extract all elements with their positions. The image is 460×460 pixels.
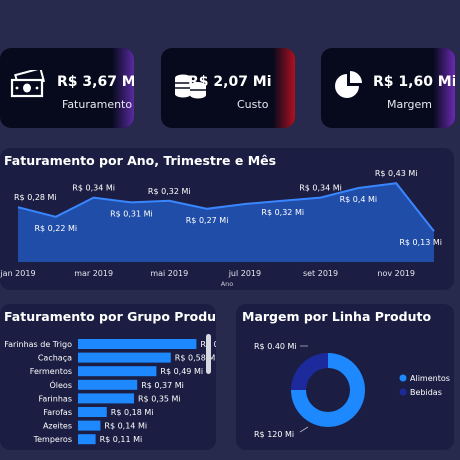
legend-marker bbox=[399, 374, 407, 382]
chart-title: Faturamento por Ano, Trimestre e Mês bbox=[4, 153, 277, 168]
data-label: R$ 0,14 Mi bbox=[104, 422, 147, 431]
bar[interactable] bbox=[78, 420, 101, 431]
category-label: Cachaça bbox=[38, 354, 72, 363]
data-label: R$ 0,43 Mi bbox=[375, 169, 418, 178]
card-accent bbox=[273, 48, 295, 128]
data-label: R$ 0,37 Mi bbox=[141, 381, 184, 390]
data-label: R$ 0,32 Mi bbox=[261, 208, 304, 217]
area-chart: R$ 0,28 Mi R$ 0,22 Mi R$ 0,34 Mi R$ 0,31 Mi… bbox=[0, 169, 442, 288]
data-label: R$ 0,4 Mi bbox=[340, 195, 378, 204]
legend-label: Alimentos bbox=[410, 374, 450, 383]
donut-chart: R$ 0.40 Mi R$ 120 Mi Alimentos Bebidas bbox=[254, 342, 450, 439]
kpi-value: R$ 1,60 Mi bbox=[373, 74, 455, 90]
bar[interactable] bbox=[78, 366, 157, 377]
data-label: R$ 0,58 Mi bbox=[175, 354, 216, 363]
bar[interactable] bbox=[78, 339, 197, 349]
kpi-card-custo: R$ 2,07 Mi Custo bbox=[161, 48, 295, 128]
kpi-label: Margem bbox=[387, 98, 433, 111]
x-tick-label: mar 2019 bbox=[74, 269, 113, 278]
card-accent bbox=[433, 48, 455, 128]
pie-chart-icon bbox=[332, 68, 366, 106]
data-label: R$ 0,28 Mi bbox=[14, 193, 57, 202]
legend-marker bbox=[399, 388, 407, 396]
data-label: R$ 0,49 Mi bbox=[160, 367, 203, 376]
data-label: R$ 0,11 Mi bbox=[100, 435, 143, 444]
legend-label: Bebidas bbox=[410, 388, 442, 397]
leader-line bbox=[299, 426, 309, 433]
data-label: R$ 0,31 Mi bbox=[110, 209, 153, 218]
category-label: Farofas bbox=[43, 408, 72, 417]
pie-slice[interactable] bbox=[291, 353, 328, 390]
data-label: R$ 0,13 Mi bbox=[399, 238, 442, 247]
kpi-card-faturamento: R$ 3,67 Mi Faturamento bbox=[0, 48, 134, 128]
data-label: R$ 0,18 Mi bbox=[111, 408, 154, 417]
category-label: Fermentos bbox=[30, 367, 72, 376]
x-tick-label: nov 2019 bbox=[377, 269, 415, 278]
chart-title: Margem por Linha Produto bbox=[242, 309, 432, 324]
x-tick-label: jul 2019 bbox=[228, 269, 261, 278]
category-label: Óleos bbox=[49, 379, 72, 390]
data-label: R$ 0,27 Mi bbox=[186, 216, 229, 225]
data-label: R$ 0,22 Mi bbox=[34, 224, 77, 233]
category-label: Farinhas de Trigo bbox=[4, 340, 72, 349]
kpi-label: Custo bbox=[237, 98, 269, 111]
coins-icon bbox=[173, 72, 209, 106]
data-label: R$ 0,35 Mi bbox=[138, 394, 181, 403]
bar[interactable] bbox=[78, 407, 107, 417]
series-line bbox=[17, 182, 435, 232]
x-axis-label: Ano bbox=[221, 280, 234, 288]
x-tick-label: jan 2019 bbox=[0, 269, 36, 278]
category-label: Temperos bbox=[33, 435, 72, 444]
card-accent bbox=[112, 48, 134, 128]
margem-linha-panel: Margem por Linha Produto R$ 0.40 Mi R$ 12… bbox=[236, 304, 454, 450]
x-tick-label: set 2019 bbox=[303, 269, 338, 278]
data-label: R$ 0,34 Mi bbox=[72, 184, 115, 193]
x-tick-label: mai 2019 bbox=[150, 269, 188, 278]
data-label: R$ 0,32 Mi bbox=[148, 187, 191, 196]
scrollbar[interactable] bbox=[206, 334, 211, 374]
chart-title: Faturamento por Grupo Produto bbox=[4, 309, 216, 324]
kpi-card-margem: R$ 1,60 Mi Margem bbox=[321, 48, 455, 128]
bar[interactable] bbox=[78, 393, 134, 404]
pie-slice[interactable] bbox=[291, 353, 365, 427]
money-icon bbox=[10, 67, 46, 104]
kpi-value: R$ 3,67 Mi bbox=[57, 74, 134, 90]
data-label: R$ 0.40 Mi bbox=[254, 342, 297, 351]
faturamento-grupo-panel: Faturamento por Grupo Produto Farinhas d… bbox=[0, 304, 216, 450]
faturamento-timeline-panel: Faturamento por Ano, Trimestre e Mês R$ … bbox=[0, 148, 454, 290]
data-label: R$ 0,34 Mi bbox=[299, 184, 342, 193]
category-label: Azeites bbox=[43, 422, 72, 431]
bar[interactable] bbox=[78, 434, 96, 445]
data-label: R$ 120 Mi bbox=[254, 430, 294, 439]
kpi-label: Faturamento bbox=[62, 98, 133, 111]
bar[interactable] bbox=[78, 352, 171, 363]
kpi-value: R$ 2,07 Mi bbox=[188, 74, 272, 90]
bar[interactable] bbox=[78, 379, 138, 390]
area-fill bbox=[18, 183, 434, 262]
category-label: Farinhas bbox=[39, 394, 73, 403]
